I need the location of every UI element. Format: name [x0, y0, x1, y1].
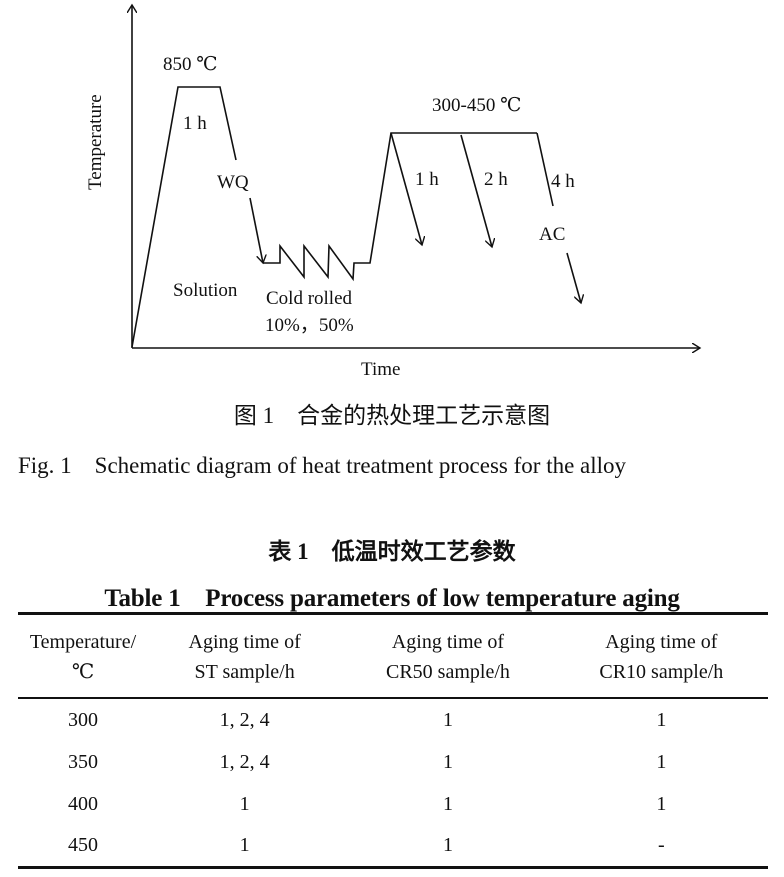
header-st-aging: Aging time of ST sample/h: [188, 631, 301, 683]
label-solution-hold: 1 h: [183, 113, 207, 134]
quench-arrow: [249, 197, 263, 263]
cell: 1: [656, 792, 667, 815]
table-caption-en: Table 1 Process parameters of low temper…: [104, 585, 680, 612]
label-cold-rolled: Cold rolled: [266, 288, 353, 309]
cell: 1: [442, 708, 453, 731]
cell: 1: [442, 792, 453, 815]
table-row: 350 1, 2, 4 1 1: [18, 742, 768, 784]
table-row: 400 1 1 1: [18, 784, 768, 826]
x-axis-label: Time: [361, 359, 400, 380]
cell: 400: [68, 792, 98, 815]
cell: 1: [656, 751, 667, 774]
cold-rolling-curve: [263, 132, 537, 282]
table-header-rule: [18, 697, 768, 699]
table-header-row: Temperature/℃ Aging time of ST sample/h A…: [18, 616, 768, 698]
aging-4h-line: [536, 132, 554, 207]
solution-curve: [131, 86, 237, 348]
y-axis-label: Temperature: [85, 94, 106, 190]
label-solution-temp: 850 ℃: [163, 54, 218, 75]
label-aging-4h: 4 h: [551, 171, 575, 192]
process-parameters-table: Temperature/℃ Aging time of ST sample/h A…: [18, 616, 768, 867]
header-cr50-aging: Aging time of CR50 sample/h: [386, 631, 510, 683]
cell: 1: [239, 834, 250, 857]
table-top-rule: [18, 612, 768, 615]
cell: 1: [239, 792, 250, 815]
table-row: 450 1 1 -: [18, 825, 768, 867]
header-cr10-aging: Aging time of CR10 sample/h: [599, 631, 724, 683]
cell: 1: [442, 834, 453, 857]
label-aging-1h: 1 h: [415, 169, 439, 190]
table-bottom-rule: [18, 866, 768, 869]
cell: 1, 2, 4: [219, 708, 270, 731]
cell: 1: [442, 751, 453, 774]
label-aging-2h: 2 h: [484, 169, 508, 190]
table-row: 300 1, 2, 4 1 1: [18, 698, 768, 742]
cell: 1, 2, 4: [219, 751, 270, 774]
table-caption-cn: 表 1 低温时效工艺参数: [268, 539, 516, 564]
aging-1h-arrow: [390, 132, 422, 245]
label-solution: Solution: [173, 280, 238, 301]
label-wq: WQ: [217, 172, 249, 193]
cell: 350: [68, 751, 98, 774]
figure-caption-cn: 图 1 合金的热处理工艺示意图: [233, 403, 551, 428]
heat-treatment-diagram: Temperature Time 850 ℃ 1 h WQ Solution C…: [85, 0, 784, 380]
label-ac: AC: [539, 224, 565, 245]
label-reduction: 10%，50%: [265, 315, 354, 336]
air-cool-arrow: [566, 252, 581, 303]
aging-2h-arrow: [460, 134, 492, 247]
cell: 1: [656, 708, 667, 731]
header-temperature: Temperature/℃: [29, 631, 137, 683]
figure-caption-en: Fig. 1 Schematic diagram of heat treatme…: [18, 453, 627, 478]
cell: -: [657, 834, 665, 857]
label-aging-temp: 300-450 ℃: [432, 95, 521, 116]
cell: 450: [68, 834, 98, 857]
cell: 300: [68, 708, 98, 731]
